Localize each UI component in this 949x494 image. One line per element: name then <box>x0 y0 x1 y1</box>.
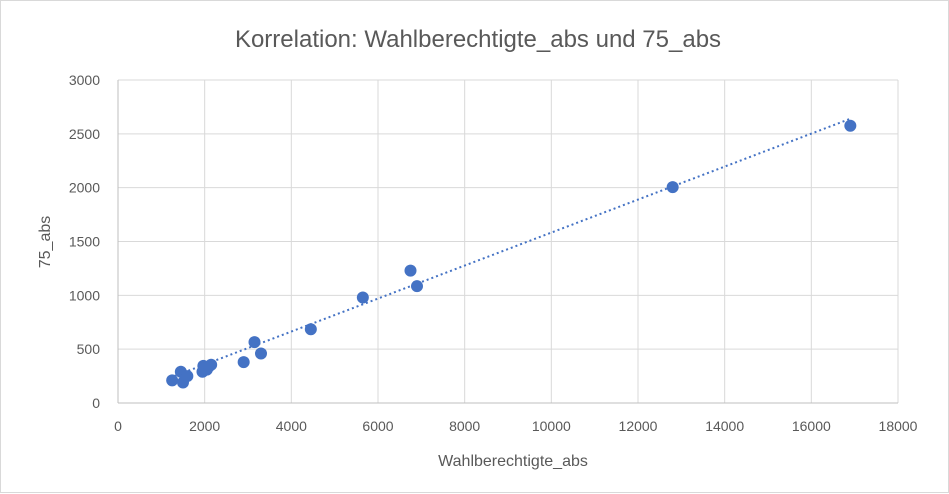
data-points <box>166 119 857 389</box>
scatter-point <box>844 119 857 132</box>
scatter-point <box>666 181 679 194</box>
scatter-point <box>304 323 317 336</box>
scatter-point <box>181 370 194 383</box>
x-tick-label: 6000 <box>362 418 393 434</box>
scatter-point <box>411 280 423 293</box>
trendline-layer <box>173 117 851 378</box>
scatter-point <box>404 264 417 277</box>
scatter-point <box>356 291 369 304</box>
x-axis-label: Wahlberechtigte_abs <box>438 453 588 470</box>
y-tick-label: 500 <box>77 341 101 357</box>
x-tick-label: 18000 <box>879 418 918 434</box>
x-tick-label: 10000 <box>532 418 571 434</box>
y-tick-label: 1500 <box>69 234 100 250</box>
scatter-point <box>237 356 250 369</box>
x-tick-label: 12000 <box>619 418 658 434</box>
x-tick-label: 0 <box>114 418 122 434</box>
trendline <box>173 117 851 378</box>
y-axis-label: 75_abs <box>37 216 54 269</box>
scatter-point <box>166 374 179 387</box>
y-tick-label: 2500 <box>69 126 100 142</box>
tick-labels: 0 2000 4000 6000 8000 10000 12000 14000 16000 180… <box>69 72 918 434</box>
scatter-point <box>205 358 218 371</box>
y-tick-label: 1000 <box>69 287 100 303</box>
y-tick-label: 3000 <box>69 72 100 88</box>
x-tick-label: 8000 <box>449 418 480 434</box>
x-tick-label: 2000 <box>189 418 220 434</box>
scatter-point <box>248 336 261 349</box>
chart-title: Korrelation: Wahlberechtigte_abs und 75_… <box>235 26 721 53</box>
y-tick-label: 2000 <box>69 180 100 196</box>
scatter-point <box>255 347 267 360</box>
y-tick-label: 0 <box>92 395 100 411</box>
axes <box>117 80 898 404</box>
grid <box>118 79 899 403</box>
x-tick-label: 4000 <box>276 418 307 434</box>
x-tick-label: 14000 <box>705 418 744 434</box>
x-tick-label: 16000 <box>792 418 831 434</box>
